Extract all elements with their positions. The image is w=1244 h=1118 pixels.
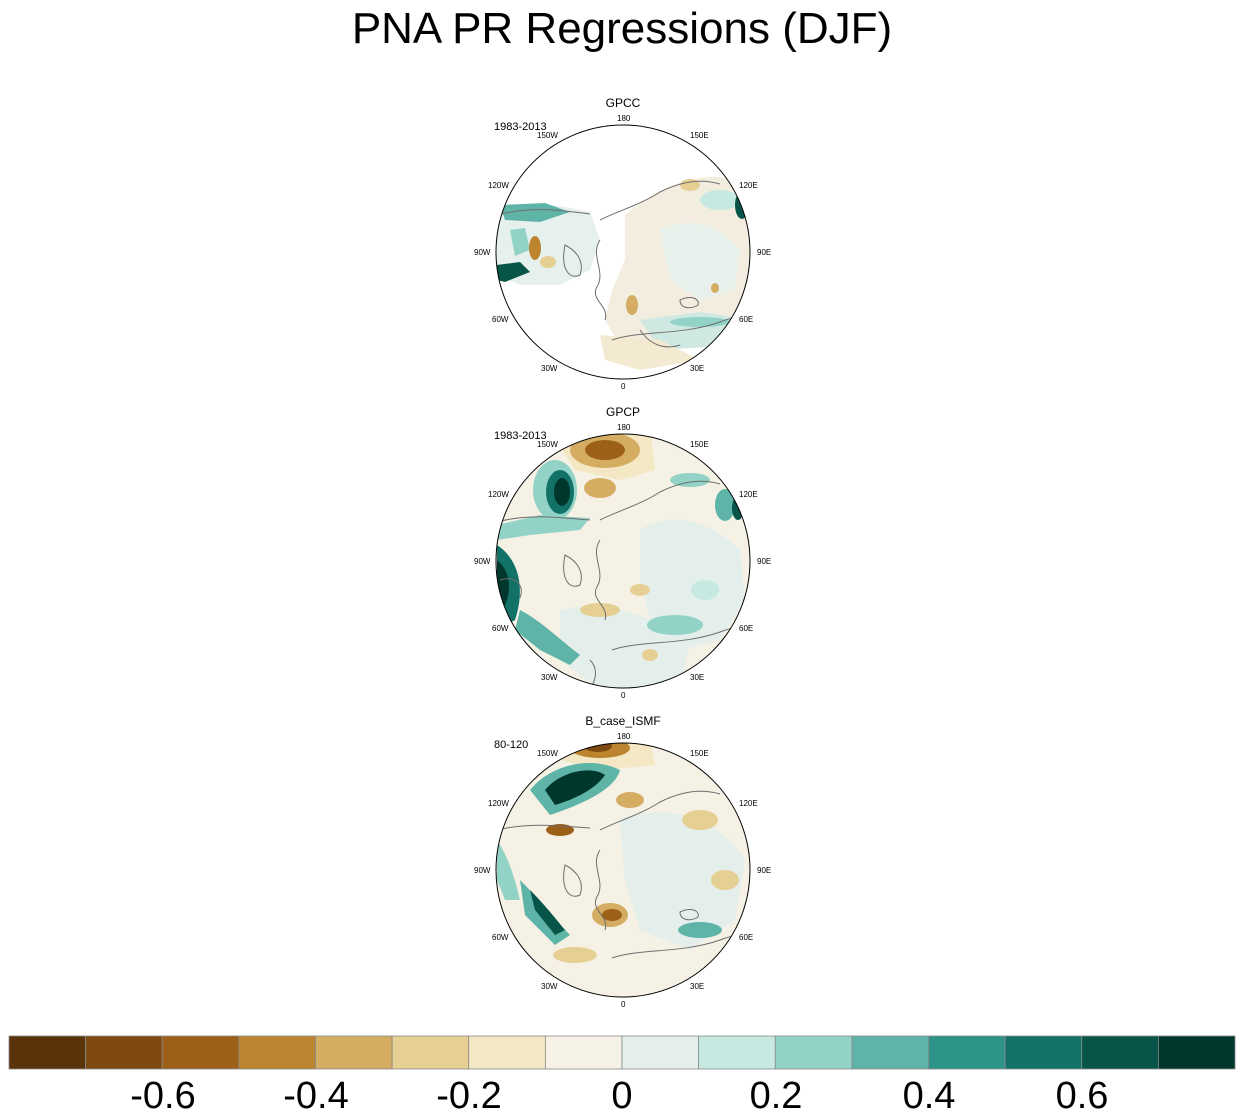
lon-label-30w: 30W: [541, 673, 558, 682]
lon-label-90e: 90E: [757, 866, 772, 875]
lon-label-150w: 150W: [537, 749, 558, 758]
colorbar-box: [698, 1035, 776, 1070]
colorbar-box: [621, 1035, 700, 1070]
lon-label-120w: 120W: [488, 799, 509, 808]
lon-label-0: 0: [621, 691, 626, 700]
colorbar-box: [8, 1035, 87, 1070]
colorbar-tick-label: -0.2: [436, 1075, 502, 1117]
lon-label-150e: 150E: [690, 749, 709, 758]
lon-label-60w: 60W: [492, 624, 509, 633]
lon-label-180: 180: [617, 423, 631, 432]
period-label-gpcp: 1983-2013: [494, 430, 547, 442]
colorbar-box: [315, 1035, 393, 1070]
colorbar-tick-label: -0.6: [130, 1075, 196, 1117]
colorbar-box: [1004, 1035, 1083, 1070]
colorbar-box: [1157, 1035, 1236, 1070]
lon-label-30e: 30E: [690, 364, 705, 373]
lon-label-120w: 120W: [488, 181, 509, 190]
lon-label-150e: 150E: [690, 440, 709, 449]
lon-label-150w: 150W: [537, 440, 558, 449]
lon-label-90w: 90W: [474, 866, 491, 875]
colorbar-tick-label: 0.2: [749, 1075, 803, 1117]
colorbar-box: [391, 1035, 470, 1070]
lon-label-90w: 90W: [474, 248, 491, 257]
colorbar-box: [85, 1035, 163, 1070]
lon-label-30e: 30E: [690, 673, 705, 682]
lon-label-120e: 120E: [739, 490, 758, 499]
lon-label-30w: 30W: [541, 364, 558, 373]
lon-label-90e: 90E: [757, 557, 772, 566]
lon-label-90w: 90W: [474, 557, 491, 566]
colorbar-tick-label: 0.4: [902, 1075, 956, 1117]
figure-title: PNA PR Regressions (DJF): [351, 4, 893, 53]
colorbar-box: [161, 1035, 240, 1070]
colorbar-tick-label: -0.4: [283, 1075, 349, 1117]
lon-label-0: 0: [621, 382, 626, 391]
colorbar-tick-label: 0: [611, 1075, 633, 1117]
lon-label-150e: 150E: [690, 131, 709, 140]
period-label-gpcc: 1983-2013: [494, 121, 547, 133]
lon-label-180: 180: [617, 732, 631, 741]
lon-label-0: 0: [621, 1000, 626, 1009]
lon-label-120e: 120E: [739, 799, 758, 808]
lon-label-30e: 30E: [690, 982, 705, 991]
colorbar-tick-label: 0.6: [1055, 1075, 1109, 1117]
lon-label-150w: 150W: [537, 131, 558, 140]
period-label-b-case-ismf: 80-120: [494, 739, 529, 751]
lon-label-90e: 90E: [757, 248, 772, 257]
lon-label-120e: 120E: [739, 181, 758, 190]
colorbar-box: [851, 1035, 929, 1070]
colorbar-box: [238, 1035, 316, 1070]
lon-label-120w: 120W: [488, 490, 509, 499]
panel-title-b-case-ismf: B_case_ISMF: [585, 714, 661, 728]
lon-label-30w: 30W: [541, 982, 558, 991]
lon-label-60w: 60W: [492, 315, 509, 324]
colorbar-box: [928, 1035, 1006, 1070]
colorbar-box: [774, 1035, 853, 1070]
colorbar-box: [1081, 1035, 1159, 1070]
lon-label-60w: 60W: [492, 933, 509, 942]
colorbar-box: [468, 1035, 546, 1070]
lon-label-60e: 60E: [739, 624, 754, 633]
lon-label-60e: 60E: [739, 315, 754, 324]
panel-title-gpcc: GPCC: [605, 96, 641, 110]
panel-title-gpcp: GPCP: [605, 405, 640, 419]
colorbar-box: [544, 1035, 623, 1070]
lon-label-60e: 60E: [739, 933, 754, 942]
lon-label-180: 180: [617, 114, 631, 123]
